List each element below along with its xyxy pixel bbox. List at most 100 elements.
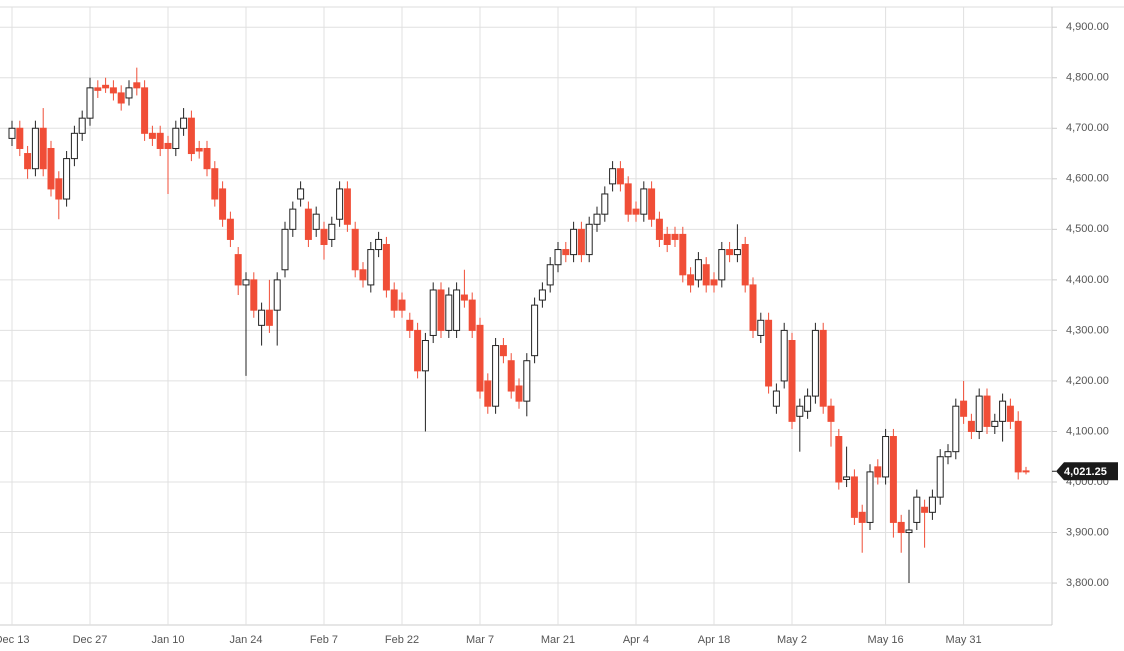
candle-body	[913, 496, 921, 523]
candle-body	[63, 158, 71, 200]
candle-body	[999, 400, 1007, 422]
candle-body	[398, 299, 406, 311]
candle-body	[156, 132, 164, 149]
candle-body	[648, 188, 656, 220]
candle-body	[819, 329, 827, 407]
candle-body	[172, 127, 180, 149]
x-tick-label: May 31	[946, 634, 982, 646]
candle-body	[1014, 420, 1022, 473]
candle-body	[710, 279, 718, 286]
candle-body	[921, 506, 929, 513]
candle-body	[343, 188, 351, 225]
candle-body	[967, 420, 975, 432]
x-tick-label: Dec 13	[0, 634, 29, 646]
candle-body	[8, 127, 16, 139]
x-tick-label: Jan 24	[229, 634, 262, 646]
candle-body	[24, 153, 32, 170]
candle-body	[733, 249, 741, 256]
candle-body	[811, 329, 819, 397]
y-tick-label: 3,800.00	[1066, 577, 1109, 589]
candle-body	[952, 405, 960, 453]
y-tick-label: 4,100.00	[1066, 425, 1109, 437]
candle-body	[281, 228, 289, 271]
candle-body	[468, 299, 476, 331]
x-tick-label: Jan 10	[151, 634, 184, 646]
candle-body	[195, 147, 203, 152]
candle-body	[632, 208, 640, 215]
candle-body	[117, 92, 125, 104]
candle-body	[297, 188, 305, 200]
candle-body	[437, 289, 445, 331]
candle-body	[16, 127, 24, 149]
candle-body	[897, 521, 905, 534]
y-tick-label: 4,200.00	[1066, 375, 1109, 387]
candle-body	[234, 254, 242, 286]
candle-body	[694, 259, 702, 281]
candle-body	[421, 340, 429, 372]
candle-body	[936, 456, 944, 498]
candle-body	[655, 218, 663, 240]
candle-body	[702, 264, 710, 286]
candle-body	[265, 309, 273, 326]
y-tick-label: 4,300.00	[1066, 324, 1109, 336]
candle-body	[850, 476, 858, 518]
candle-body	[531, 304, 539, 357]
candle-body	[780, 329, 788, 382]
candle-body	[304, 208, 312, 240]
candle-body	[109, 87, 117, 94]
candle-body	[31, 127, 39, 170]
candle-body	[211, 168, 219, 200]
candle-body	[640, 188, 648, 215]
y-tick-label: 4,900.00	[1066, 21, 1109, 33]
candle-body	[546, 264, 554, 286]
candle-body	[125, 87, 133, 99]
candle-body	[141, 87, 149, 134]
last-price-label: 4,021.25	[1064, 466, 1107, 478]
candle-body	[429, 289, 437, 336]
candle-body	[336, 188, 344, 220]
candle-body	[1006, 405, 1014, 422]
candle-body	[858, 511, 866, 523]
candle-body	[577, 228, 585, 256]
candle-body	[523, 360, 531, 402]
candle-body	[843, 476, 851, 480]
candle-body	[928, 496, 936, 513]
candle-body	[804, 395, 812, 412]
candle-body	[663, 233, 671, 245]
candle-body	[164, 142, 172, 149]
x-tick-label: Apr 4	[623, 634, 649, 646]
x-tick-label: Feb 7	[310, 634, 338, 646]
candle-body	[874, 466, 882, 478]
candle-body	[453, 289, 461, 331]
candle-body	[390, 289, 398, 311]
candle-body	[944, 451, 952, 458]
candle-body	[78, 117, 86, 134]
candle-body	[741, 243, 749, 286]
candle-body	[94, 87, 102, 91]
candle-body	[102, 84, 110, 89]
x-tick-label: Mar 21	[541, 634, 575, 646]
candle-body	[86, 87, 94, 119]
x-tick-label: May 16	[868, 634, 904, 646]
candle-body	[180, 117, 188, 129]
candle-body	[148, 132, 156, 139]
x-tick-label: Feb 22	[385, 634, 419, 646]
candle-body	[273, 279, 281, 311]
candle-body	[460, 294, 468, 301]
last-price-tag	[1056, 462, 1118, 481]
candle-body	[562, 249, 570, 256]
candle-body	[226, 218, 234, 240]
candle-body	[593, 213, 601, 225]
candle-body	[484, 380, 492, 407]
candle-body	[601, 193, 609, 215]
candle-body	[312, 213, 320, 230]
candle-body	[47, 147, 55, 190]
candle-body	[242, 279, 250, 286]
candle-body	[749, 284, 757, 331]
candle-body	[960, 400, 968, 417]
candle-body	[889, 436, 897, 523]
candle-body	[39, 127, 47, 170]
candle-body	[414, 329, 422, 372]
candle-body	[1022, 470, 1030, 473]
